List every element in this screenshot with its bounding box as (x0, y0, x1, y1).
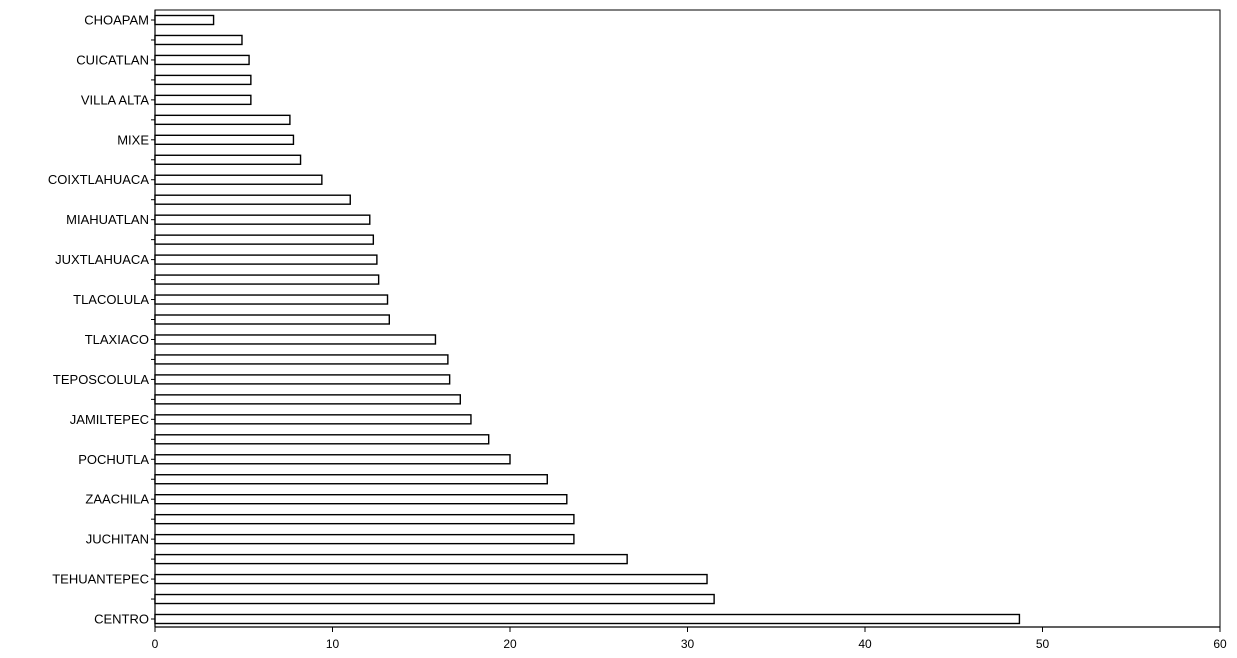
bar (154, 34, 243, 46)
category-label: JUXTLAHUACA (55, 252, 149, 267)
bar (154, 513, 575, 525)
bar (154, 254, 378, 265)
bar (154, 533, 575, 545)
x-tick-label: 10 (326, 637, 340, 651)
category-label: TEHUANTEPEC (52, 572, 149, 587)
bar (154, 354, 449, 365)
category-label: CUICATLAN (76, 52, 149, 67)
bar (154, 613, 1021, 625)
x-tick-label: 60 (1213, 637, 1227, 651)
category-label: CHOAPAM (84, 13, 149, 28)
bars-group (154, 14, 1021, 625)
bar (154, 414, 472, 425)
bar (154, 294, 389, 305)
bar (154, 314, 391, 325)
x-tick-label: 30 (681, 637, 695, 651)
category-label: TLAXIACO (85, 332, 149, 347)
category-label: CENTRO (94, 612, 149, 627)
bar (154, 374, 451, 385)
bar (154, 214, 371, 225)
bar (154, 134, 295, 146)
x-tick-label: 20 (503, 637, 517, 651)
bar (154, 14, 215, 26)
bar (154, 194, 351, 205)
bar (154, 394, 461, 405)
category-label: MIAHUATLAN (66, 212, 149, 227)
category-label: VILLA ALTA (81, 92, 150, 107)
category-label: ZAACHILA (85, 492, 149, 507)
x-tick-label: 40 (858, 637, 872, 651)
bar (154, 434, 490, 445)
category-label: MIXE (117, 132, 149, 147)
x-tick-label: 50 (1036, 637, 1050, 651)
category-label: TEPOSCOLULA (53, 372, 149, 387)
category-label: JUCHITAN (86, 532, 149, 547)
category-label: JAMILTEPEC (70, 412, 149, 427)
bar (154, 94, 252, 106)
bar (154, 74, 252, 86)
bar (154, 274, 380, 285)
bar (154, 573, 708, 585)
bar (154, 154, 302, 165)
bar (154, 494, 568, 505)
x-axis-ticks: 0 10 20 30 40 50 60 (151, 19, 1227, 651)
x-tick-label: 0 (152, 637, 159, 651)
bar (154, 334, 437, 345)
bar (154, 54, 250, 66)
bar (154, 593, 715, 605)
bar (154, 553, 628, 565)
category-label: TLACOLULA (73, 292, 149, 307)
category-label: COIXTLAHUACA (48, 172, 149, 187)
category-labels: CHOAPAM CUICATLAN VILLA ALTA MIXE COIXTLAHUA… (48, 13, 149, 627)
bar (154, 454, 511, 465)
category-label: POCHUTLA (78, 452, 149, 467)
bar (154, 114, 291, 126)
bar (154, 174, 323, 185)
bar (154, 234, 375, 245)
bar (154, 474, 548, 485)
